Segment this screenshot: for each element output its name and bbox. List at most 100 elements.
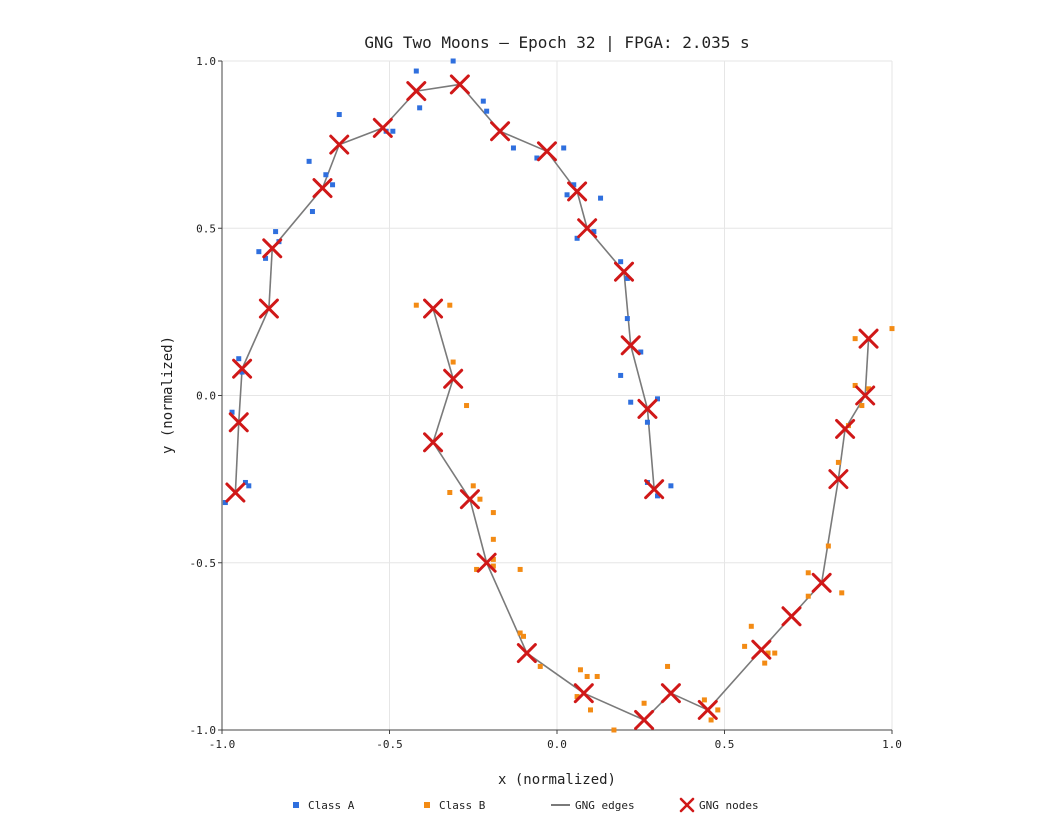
class-a-point [564, 192, 570, 198]
gng-node [312, 178, 333, 199]
y-tick-label: 0.5 [196, 222, 216, 235]
class-b-point [701, 697, 707, 703]
y-tick-label: -1.0 [190, 724, 217, 737]
gng-node [536, 141, 557, 162]
class-b-point [772, 650, 778, 656]
gng-node [634, 709, 655, 730]
class-b-point [447, 490, 453, 496]
class-b-point [715, 707, 721, 713]
gng-edge [268, 248, 274, 309]
class-a-point [624, 275, 630, 281]
gng-edge [864, 338, 870, 396]
class-a-point [450, 58, 456, 64]
gng-node [423, 432, 444, 453]
class-a-point [390, 128, 396, 134]
class-a-point [236, 356, 242, 362]
class-a-point [510, 145, 516, 151]
gng-node [614, 261, 634, 282]
class-b-point [859, 403, 865, 409]
gng-edge [234, 422, 240, 493]
legend-class-b-label: Class B [439, 799, 486, 812]
class-b-point [742, 643, 748, 649]
class-b-point [708, 717, 714, 723]
gng-edge [432, 441, 471, 500]
class-a-point [246, 483, 252, 489]
gng-edge [241, 308, 270, 370]
class-b-point [447, 302, 453, 308]
gng-node [423, 298, 444, 319]
class-a-point [628, 399, 634, 405]
class-b-point [765, 650, 771, 656]
gng-edge [469, 498, 488, 563]
class-a-point [480, 98, 486, 104]
class-a-point [323, 172, 329, 178]
class-a-point [417, 105, 423, 111]
gng-node [811, 572, 832, 593]
class-a-point [242, 479, 248, 485]
class-a-point [591, 229, 597, 235]
gng-node [406, 81, 427, 102]
class-a-point [655, 396, 660, 402]
class-a-point [336, 112, 342, 118]
gng-edge [338, 127, 384, 146]
gng-node [644, 479, 665, 500]
gng-node [329, 134, 350, 155]
gng-node [232, 358, 253, 379]
gng-edge [271, 187, 324, 249]
gng-edge [485, 562, 528, 654]
x-tick-label: -1.0 [209, 738, 236, 751]
class-b-point [450, 359, 456, 365]
class-b-point [611, 727, 617, 733]
class-a-point [571, 182, 577, 188]
x-tick-label: 0.5 [715, 738, 735, 751]
class-b-point [748, 623, 754, 629]
gng-node [449, 74, 470, 95]
gng-node [573, 683, 594, 704]
gng-node [660, 683, 681, 704]
class-b-point [805, 593, 811, 599]
gng-edge [623, 271, 632, 346]
class-a-point [484, 108, 490, 114]
gng-node [490, 121, 511, 142]
class-b-point [574, 694, 580, 700]
x-axis-label: x (normalized) [498, 772, 616, 788]
gng-edge [432, 308, 454, 379]
chart-title: GNG Two Moons — Epoch 32 | FPGA: 2.035 s [364, 33, 749, 52]
gng-edge [321, 144, 340, 189]
gng-node [258, 298, 279, 319]
y-axis-label: y (normalized) [160, 336, 176, 454]
class-a-point [239, 369, 245, 375]
gng-node [781, 606, 802, 627]
class-b-point [588, 707, 593, 713]
class-b-point [584, 673, 590, 679]
legend-class-a-marker [293, 802, 299, 808]
gng-node [476, 552, 497, 573]
class-a-point [618, 259, 624, 265]
class-b-point [413, 302, 419, 308]
class-a-point [644, 419, 650, 425]
x-tick-label: 0.0 [547, 738, 567, 751]
class-a-point [668, 483, 674, 489]
class-a-point [330, 182, 336, 188]
class-a-point [561, 145, 567, 151]
gng-node [828, 469, 849, 490]
class-a-point [256, 249, 262, 255]
gng-node [855, 385, 876, 406]
legend: Class A Class B GNG edges GNG nodes [293, 797, 759, 813]
class-b-point [537, 663, 543, 669]
gng-node [697, 699, 718, 720]
y-tick-label: 0.0 [196, 390, 216, 403]
gng-node [516, 643, 537, 664]
gng-edge [707, 649, 762, 711]
gng-edge [629, 345, 649, 410]
class-b-point [852, 382, 858, 388]
class-b-point [490, 556, 496, 562]
gng-node [858, 328, 879, 349]
gng-node [751, 639, 772, 660]
axes: -1.0 -0.5 0.0 0.5 1.0 1.0 0.5 0.0 -0.5 -1.0 [190, 55, 902, 751]
gng-edge [670, 692, 709, 711]
grid [221, 60, 893, 731]
class-b-point [521, 633, 526, 639]
gng-node [620, 335, 641, 356]
